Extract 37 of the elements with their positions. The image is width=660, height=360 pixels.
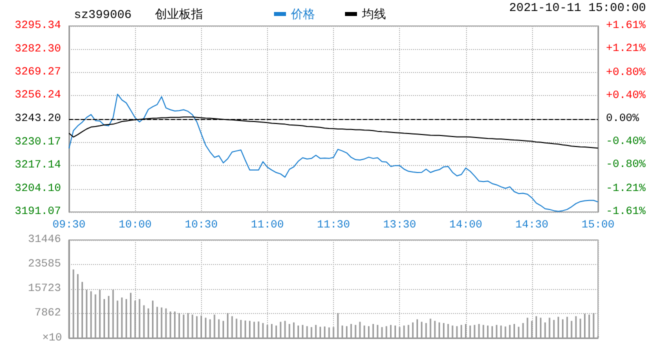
legend-label: 均线 — [361, 7, 386, 21]
y-tick-label: 3269.27 — [14, 66, 61, 79]
x-tick-label: 09:30 — [52, 220, 86, 232]
y-tick-label: 3295.34 — [14, 20, 62, 32]
y-tick-label: 3230.17 — [14, 136, 61, 148]
y2-tick-label: +1.61% — [606, 20, 646, 32]
y-tick-label: 3204.10 — [14, 182, 61, 195]
y-tick-label: 3191.07 — [14, 206, 61, 218]
legend-label: 价格 — [290, 7, 315, 21]
y-tick-label: 3243.20 — [14, 113, 61, 126]
y-tick-label: 23585 — [28, 258, 61, 270]
y-tick-label: 31446 — [28, 234, 61, 246]
x-tick-label: 15:00 — [581, 220, 615, 232]
x-tick-label: 14:30 — [515, 220, 548, 232]
y2-tick-label: +0.40% — [606, 90, 646, 102]
y-tick-label: 3256.24 — [14, 90, 62, 102]
x-tick-label: 11:00 — [250, 220, 284, 232]
y-tick-label: 3217.14 — [14, 159, 62, 172]
text: 2021-10-11 15:00:00 — [509, 1, 646, 15]
y2-tick-label: +1.21% — [606, 43, 646, 56]
x-tick-label: 11:30 — [316, 220, 350, 232]
x-tick-label: 10:30 — [184, 220, 218, 232]
y2-tick-label: -0.40% — [606, 136, 646, 148]
chart-subtitle: sz399006 — [74, 8, 132, 22]
y-tick-label: 7862 — [34, 308, 61, 320]
y2-tick-label: -1.21% — [606, 182, 646, 195]
y2-tick-label: +0.80% — [606, 66, 646, 79]
y2-tick-label: -1.61% — [606, 206, 646, 218]
y-axis-title: ×10 — [42, 332, 62, 344]
y2-tick-label: 0.00% — [606, 113, 640, 125]
x-tick-label: 10:00 — [118, 220, 152, 232]
y-tick-label: 3282.30 — [14, 43, 61, 56]
x-tick-label: 14:00 — [449, 220, 482, 232]
chart-title: 创业板指 — [155, 7, 203, 21]
x-tick-label: 13:30 — [383, 220, 416, 232]
y2-tick-label: -0.80% — [606, 159, 646, 172]
y-tick-label: 15723 — [28, 283, 61, 295]
